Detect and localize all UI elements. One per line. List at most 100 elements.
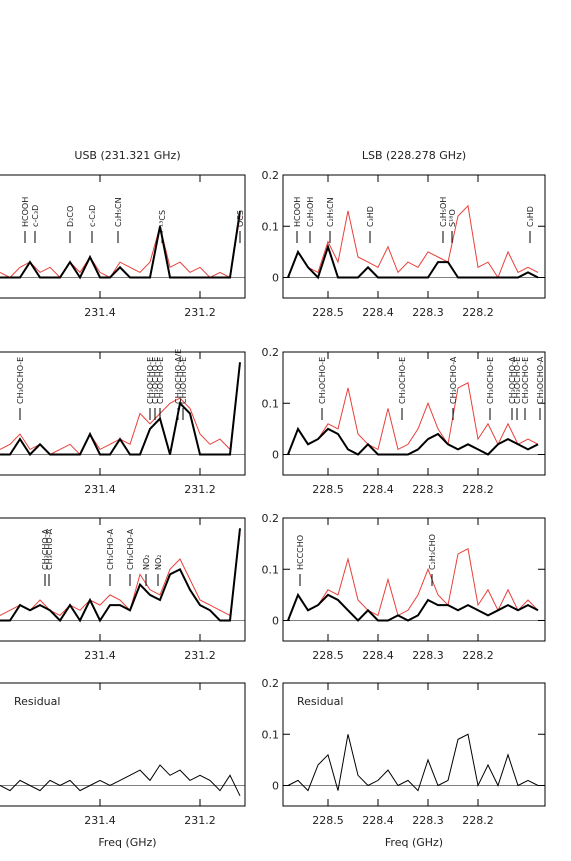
spectrum-line xyxy=(287,382,539,455)
line-label: CH₃OCHO-E xyxy=(513,357,522,404)
x-tick-label: 228.4 xyxy=(362,649,394,662)
x-tick-label: 231.2 xyxy=(184,483,216,496)
spectrum-line xyxy=(287,243,539,280)
y-tick-label: 0.1 xyxy=(262,563,280,576)
x-tick-label: 231.4 xyxy=(84,483,116,496)
panel-frame xyxy=(0,174,246,299)
y-tick-label: 0.1 xyxy=(262,728,280,741)
line-label: CH₃OCHO-E xyxy=(318,357,327,404)
x-tick-label: 231.4 xyxy=(84,814,116,827)
line-label: S¹⁸O xyxy=(448,209,457,227)
x-tick-label: 228.5 xyxy=(312,306,344,319)
line-label: CH₃CHO-A xyxy=(106,528,115,570)
spectrum-line xyxy=(0,362,241,457)
x-axis-label: Freq (GHz) xyxy=(98,836,156,849)
x-tick-label: 228.2 xyxy=(462,649,494,662)
line-label: NO₂ xyxy=(142,555,151,571)
line-label: OCS xyxy=(236,210,245,227)
x-tick-label: 228.2 xyxy=(462,306,494,319)
x-tick-label: 231.4 xyxy=(84,649,116,662)
line-label: C₂H₃CHO xyxy=(428,534,437,570)
line-label: c-C₃D xyxy=(31,205,40,227)
panel-label: Residual xyxy=(14,695,60,708)
line-label: HCCCHO xyxy=(296,535,305,570)
line-label: CH₃CHO-A xyxy=(45,528,54,570)
line-label: HCOOH xyxy=(293,197,302,227)
line-label: CH₃OCHO-E xyxy=(179,357,188,404)
panel-label: Residual xyxy=(297,695,343,708)
x-tick-label: 231.2 xyxy=(184,649,216,662)
line-label: C₂H₅CN xyxy=(326,197,335,227)
x-tick-label: 231.2 xyxy=(184,814,216,827)
panel-frame xyxy=(282,174,546,299)
y-tick-label: 0.2 xyxy=(262,346,280,359)
line-label: C₂H₅CN xyxy=(114,197,123,227)
line-label: CH₃OCHO-E xyxy=(156,357,165,404)
y-tick-label: 0 xyxy=(272,780,279,793)
line-label: CH₃OCHO-E xyxy=(521,357,530,404)
x-tick-label: 228.5 xyxy=(312,814,344,827)
line-label: CH₃CHO-A xyxy=(126,528,135,570)
x-tick-label: 228.3 xyxy=(412,649,444,662)
line-label: CH₃OCHO-A xyxy=(536,356,545,404)
x-tick-label: 228.4 xyxy=(362,306,394,319)
y-tick-label: 0.2 xyxy=(262,169,280,182)
line-label: CH₃OCHO-A xyxy=(449,356,458,404)
x-tick-label: 228.5 xyxy=(312,649,344,662)
line-label: CH₃OCHO-A/E xyxy=(174,349,183,404)
line-label: CH₃OCHO-E xyxy=(16,357,25,404)
panel-frame xyxy=(0,517,246,642)
line-label: ¹³CS xyxy=(158,210,167,227)
y-tick-label: 0 xyxy=(272,615,279,628)
spectrum-line xyxy=(0,215,241,279)
line-label: CH₃OCHO-E xyxy=(486,357,495,404)
spectrum-line xyxy=(287,548,539,621)
x-tick-label: 231.4 xyxy=(84,306,116,319)
panel-frame xyxy=(282,517,546,642)
y-tick-label: 0 xyxy=(272,272,279,285)
spectrum-line xyxy=(0,764,241,797)
panel-frame xyxy=(0,351,246,476)
line-label: CH₃OCHO-E xyxy=(151,357,160,404)
x-tick-label: 228.5 xyxy=(312,483,344,496)
x-tick-label: 228.3 xyxy=(412,306,444,319)
y-tick-label: 0.2 xyxy=(262,512,280,525)
column-title: LSB (228.278 GHz) xyxy=(362,149,466,162)
y-tick-label: 0.2 xyxy=(262,677,280,690)
line-label: HCOOH xyxy=(21,197,30,227)
x-tick-label: 228.4 xyxy=(362,814,394,827)
column-title: USB (231.321 GHz) xyxy=(74,149,180,162)
line-label: C₃HD xyxy=(526,206,535,227)
x-axis-label: Freq (GHz) xyxy=(385,836,443,849)
spectrum-line xyxy=(287,733,539,792)
x-tick-label: 228.2 xyxy=(462,483,494,496)
x-tick-label: 228.3 xyxy=(412,483,444,496)
line-label: c-C₃D xyxy=(88,205,97,227)
line-label: NO₂ xyxy=(154,555,163,571)
y-tick-label: 0.1 xyxy=(262,397,280,410)
x-tick-label: 228.2 xyxy=(462,814,494,827)
spectrum-line xyxy=(0,528,241,623)
panel-frame xyxy=(282,351,546,476)
spectrum-line xyxy=(0,533,241,617)
spectrum-line xyxy=(287,592,539,622)
spectrum-line xyxy=(287,426,539,456)
y-tick-label: 0 xyxy=(272,449,279,462)
spectrum-line xyxy=(287,204,539,279)
x-tick-label: 231.2 xyxy=(184,306,216,319)
line-label: C₂H₅OH xyxy=(306,197,315,227)
line-label: C₂H₅OH xyxy=(439,197,448,227)
line-label: CH₃OCHO-A xyxy=(508,356,517,404)
spectrum-line xyxy=(0,210,241,280)
x-tick-label: 228.3 xyxy=(412,814,444,827)
line-label: C₃HD xyxy=(366,206,375,227)
panel-frame xyxy=(282,682,546,807)
x-tick-label: 228.4 xyxy=(362,483,394,496)
line-label: CH₃CHO-A xyxy=(41,528,50,570)
line-label: CH₃OCHO-E xyxy=(146,357,155,404)
line-label: CH₃OCHO-E xyxy=(398,357,407,404)
panel-frame xyxy=(0,682,246,807)
line-label: D₂CO xyxy=(66,206,75,227)
